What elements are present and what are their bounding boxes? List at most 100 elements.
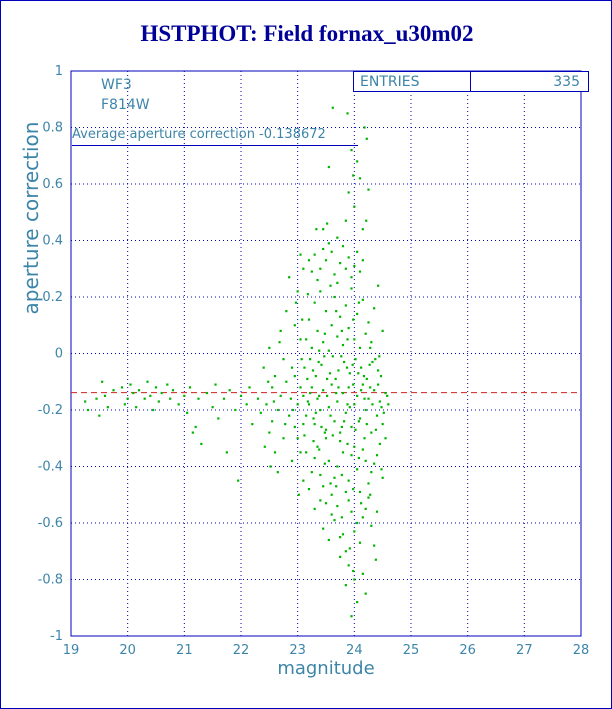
data-point xyxy=(339,315,342,318)
data-point xyxy=(126,397,129,400)
data-point xyxy=(382,411,385,414)
data-point xyxy=(333,519,336,522)
data-point xyxy=(340,516,343,519)
x-tick-label: 19 xyxy=(63,643,80,658)
data-point xyxy=(214,383,217,386)
data-point xyxy=(352,569,355,573)
data-point xyxy=(183,394,186,397)
data-point xyxy=(364,592,367,595)
data-point xyxy=(356,160,359,163)
data-point xyxy=(316,278,319,282)
data-point xyxy=(323,462,326,465)
data-point xyxy=(305,338,308,341)
data-point xyxy=(352,318,355,321)
data-point xyxy=(306,377,309,381)
data-point xyxy=(225,451,228,454)
data-point xyxy=(322,247,325,251)
data-point xyxy=(381,476,384,479)
data-point xyxy=(370,524,373,527)
data-point xyxy=(353,403,356,406)
data-point xyxy=(377,369,380,372)
data-point xyxy=(356,250,359,253)
data-point xyxy=(293,324,296,327)
data-point xyxy=(305,414,308,417)
data-point xyxy=(360,389,363,392)
data-point xyxy=(375,414,379,417)
data-point xyxy=(149,394,152,397)
data-point xyxy=(352,174,355,177)
y-tick-label: 0 xyxy=(55,347,63,362)
data-point xyxy=(353,205,356,208)
data-point xyxy=(132,391,135,395)
data-point xyxy=(346,403,349,406)
data-point xyxy=(365,219,368,222)
data-point xyxy=(299,386,302,389)
data-point xyxy=(302,423,305,426)
data-point xyxy=(157,400,160,403)
data-point xyxy=(273,451,277,454)
data-point xyxy=(328,372,332,375)
data-point xyxy=(327,165,330,169)
data-point xyxy=(377,284,380,287)
data-point xyxy=(343,420,346,423)
data-point xyxy=(319,267,322,270)
data-point xyxy=(367,188,370,191)
data-point xyxy=(353,530,356,533)
data-point xyxy=(351,363,354,366)
data-point xyxy=(381,329,384,332)
data-point xyxy=(239,394,243,397)
data-point xyxy=(340,425,343,429)
data-point xyxy=(326,222,329,225)
data-point xyxy=(344,490,347,494)
data-point xyxy=(265,403,268,406)
data-point xyxy=(290,366,294,369)
entries-value: 335 xyxy=(470,72,588,91)
data-point xyxy=(188,386,192,389)
data-point xyxy=(378,400,381,403)
data-point xyxy=(346,442,349,445)
data-point xyxy=(358,541,362,544)
data-point xyxy=(345,366,349,369)
x-tick-label: 20 xyxy=(119,643,136,658)
data-point xyxy=(319,408,322,412)
data-point xyxy=(333,273,336,276)
data-point xyxy=(348,406,351,409)
data-point xyxy=(358,270,362,273)
data-point xyxy=(194,425,197,429)
data-point xyxy=(341,391,345,395)
data-point xyxy=(350,510,353,513)
data-point xyxy=(354,358,357,361)
data-point xyxy=(350,287,353,290)
data-point xyxy=(316,445,319,448)
data-point xyxy=(343,360,346,364)
data-point xyxy=(324,428,328,431)
data-point xyxy=(344,584,347,587)
data-point xyxy=(316,329,319,332)
data-point xyxy=(358,490,362,494)
y-tick-label: -0.6 xyxy=(38,516,63,531)
data-point xyxy=(273,375,277,378)
data-point xyxy=(302,479,305,482)
y-axis-title: aperture correction xyxy=(19,121,43,315)
data-point xyxy=(160,391,163,395)
data-point xyxy=(268,431,271,434)
data-point xyxy=(129,383,132,386)
data-point xyxy=(356,394,359,397)
data-point xyxy=(353,578,356,581)
data-point xyxy=(271,420,274,423)
data-point xyxy=(320,363,323,366)
data-point xyxy=(368,363,371,366)
data-point xyxy=(322,228,325,231)
data-point xyxy=(367,321,370,324)
data-point xyxy=(371,360,374,364)
data-point xyxy=(340,473,343,477)
x-tick-label: 26 xyxy=(459,643,476,658)
data-point xyxy=(329,284,332,287)
data-point xyxy=(373,462,376,465)
data-point xyxy=(363,397,366,400)
data-point xyxy=(375,510,379,513)
data-point xyxy=(191,431,194,434)
data-point xyxy=(354,428,357,431)
data-point xyxy=(290,459,294,462)
data-point xyxy=(307,488,311,491)
